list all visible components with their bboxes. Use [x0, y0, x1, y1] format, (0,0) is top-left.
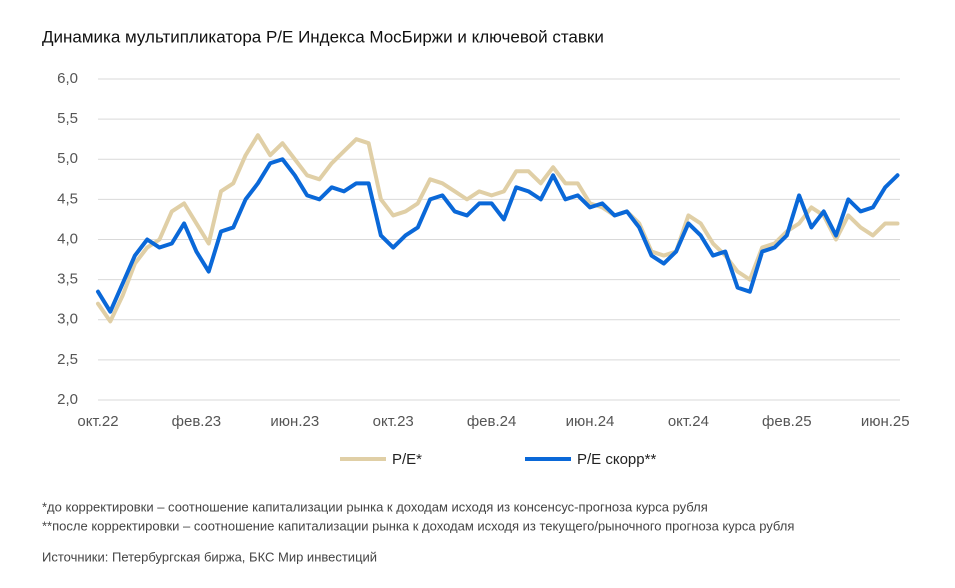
series-line — [96, 133, 900, 324]
footnote: *до корректировки – соотношение капитали… — [42, 499, 708, 514]
y-tick-label: 5,5 — [57, 110, 78, 127]
x-tick-label: окт.22 — [77, 413, 118, 430]
x-tick-label: окт.23 — [373, 413, 414, 430]
y-tick-label: 3,0 — [57, 311, 78, 328]
series-line — [96, 157, 900, 314]
x-tick-label: июн.24 — [566, 413, 615, 430]
y-tick-label: 6,0 — [57, 70, 78, 87]
y-tick-label: 2,5 — [57, 351, 78, 368]
x-tick-label: окт.24 — [668, 413, 709, 430]
legend-label: P/E скорр** — [577, 451, 656, 468]
x-tick-label: фев.25 — [762, 413, 812, 430]
y-tick-label: 2,0 — [57, 391, 78, 408]
footnote: **после корректировки – соотношение капи… — [42, 518, 794, 533]
x-tick-label: фев.24 — [467, 413, 517, 430]
y-tick-label: 5,0 — [57, 150, 78, 167]
x-tick-label: июн.25 — [861, 413, 910, 430]
y-tick-label: 4,0 — [57, 230, 78, 247]
legend-label: P/E* — [392, 451, 422, 468]
y-tick-label: 4,5 — [57, 190, 78, 207]
chart-title: Динамика мультипликатора P/E Индекса Мос… — [42, 27, 604, 46]
source: Источники: Петербургская биржа, БКС Мир … — [42, 549, 377, 564]
x-tick-label: июн.23 — [270, 413, 319, 430]
x-tick-label: фев.23 — [172, 413, 222, 430]
y-tick-label: 3,5 — [57, 271, 78, 288]
